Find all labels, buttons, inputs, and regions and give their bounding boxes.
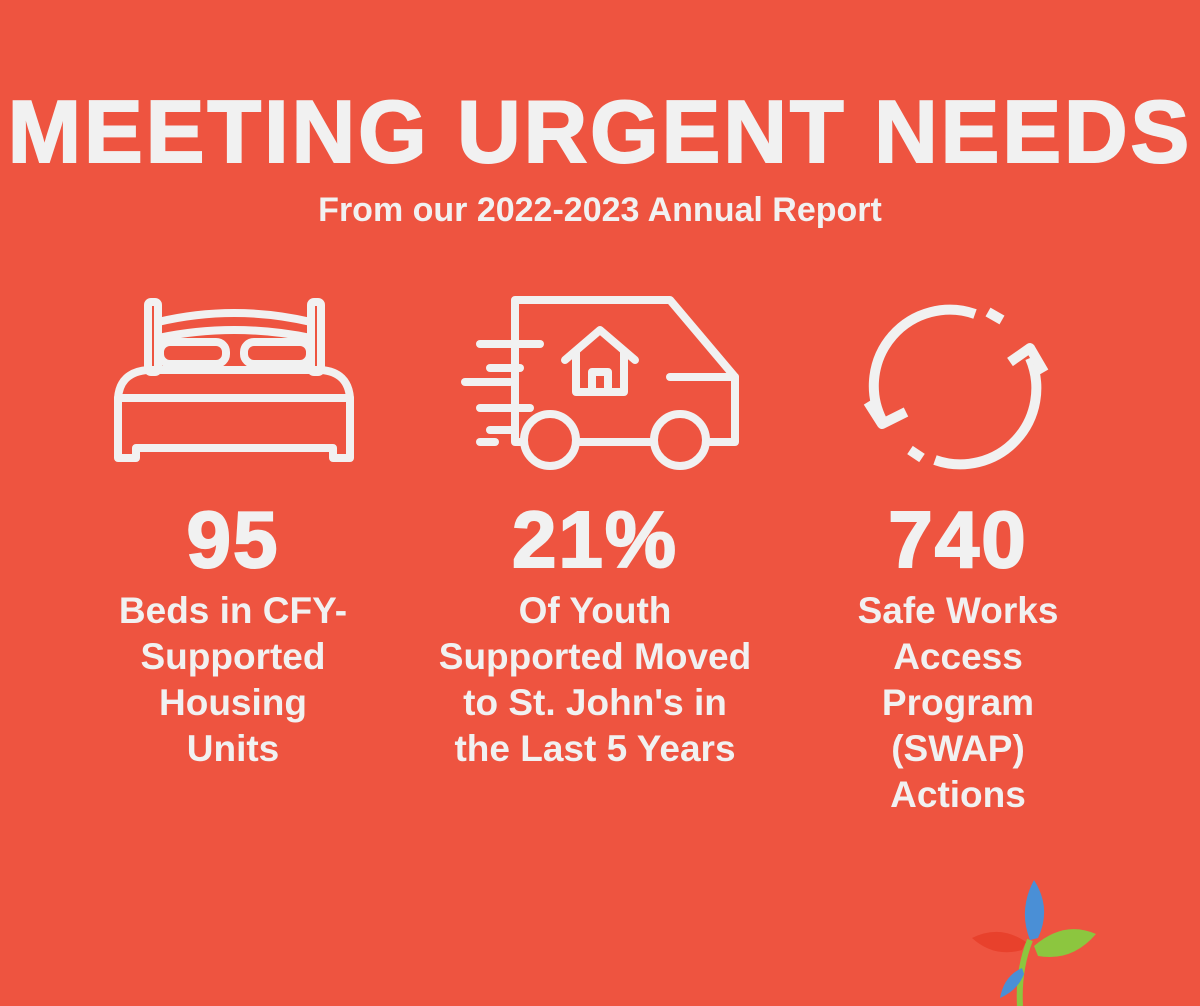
- stat-label-swap: Safe Works Access Program (SWAP) Actions: [857, 590, 1059, 815]
- stat-label-youth: Of Youth Supported Moved to St. John's i…: [438, 590, 752, 769]
- page-subtitle: From our 2022-2023 Annual Report: [318, 191, 882, 229]
- flower-logo-icon: [972, 880, 1096, 1006]
- page-title: MEETING URGENT NEEDS: [7, 82, 1193, 181]
- bed-icon: [114, 298, 354, 462]
- refresh-cycle-icon: [863, 304, 1049, 470]
- stat-label-beds: Beds in CFY- Supported Housing Units: [118, 590, 348, 769]
- stat-value-beds: 95: [186, 495, 280, 584]
- stat-value-swap: 740: [887, 495, 1028, 584]
- moving-van-icon: [461, 296, 739, 470]
- stat-value-youth: 21%: [511, 495, 679, 584]
